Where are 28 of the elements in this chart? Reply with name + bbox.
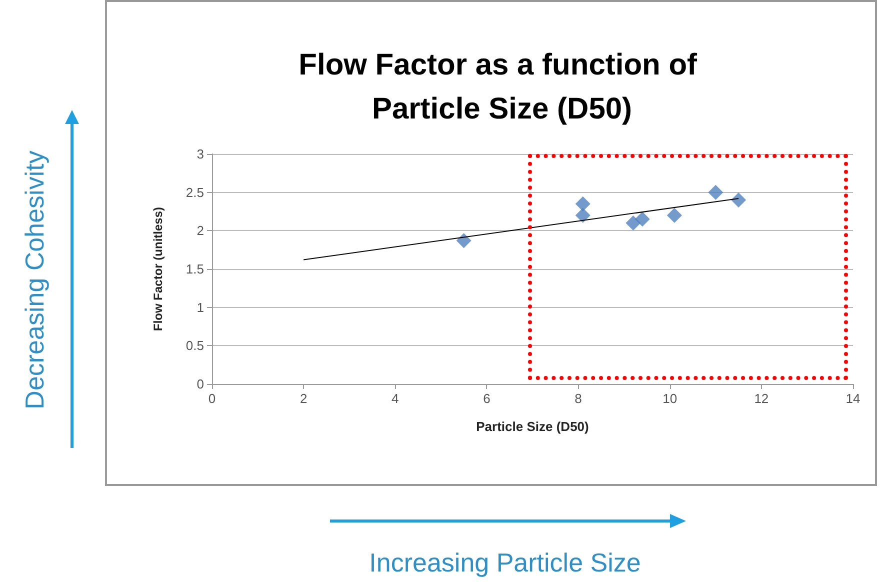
x-tick-label: 4 [392,391,399,406]
y-tick-label: 1.5 [186,262,204,276]
x-tick-label: 2 [300,391,308,406]
y-tick-label: 3 [196,146,204,162]
y-tick-label: 0 [196,376,204,392]
point [575,196,590,212]
text: Decreasing Cohesivity [20,150,50,410]
point [575,208,590,223]
x-tick-label: 14 [846,391,860,406]
x-tick-label: 10 [662,391,678,406]
y-tick-label: 2 [196,223,204,238]
point [634,212,650,227]
point [626,216,641,230]
y-tick-label: 0.5 [186,338,204,354]
chart-title: Flow Factor as a function of Particle Size (D50) [298,48,706,126]
x-tick-label: 8 [574,391,582,406]
x-tick-label: 12 [754,391,769,406]
y-axis-title: Flow Factor (unitless) [151,206,165,332]
x-tick-label: 6 [483,391,490,406]
point [456,233,472,248]
y-tick-label: 1 [196,300,204,315]
x-axis-title: Particle Size (D50) [476,419,589,434]
point [731,192,746,208]
point [666,208,682,223]
y-tick-label: 2.5 [186,184,204,200]
x-tick-label: 0 [208,391,216,406]
point [708,184,724,200]
text: Increasing Particle Size [369,548,641,578]
